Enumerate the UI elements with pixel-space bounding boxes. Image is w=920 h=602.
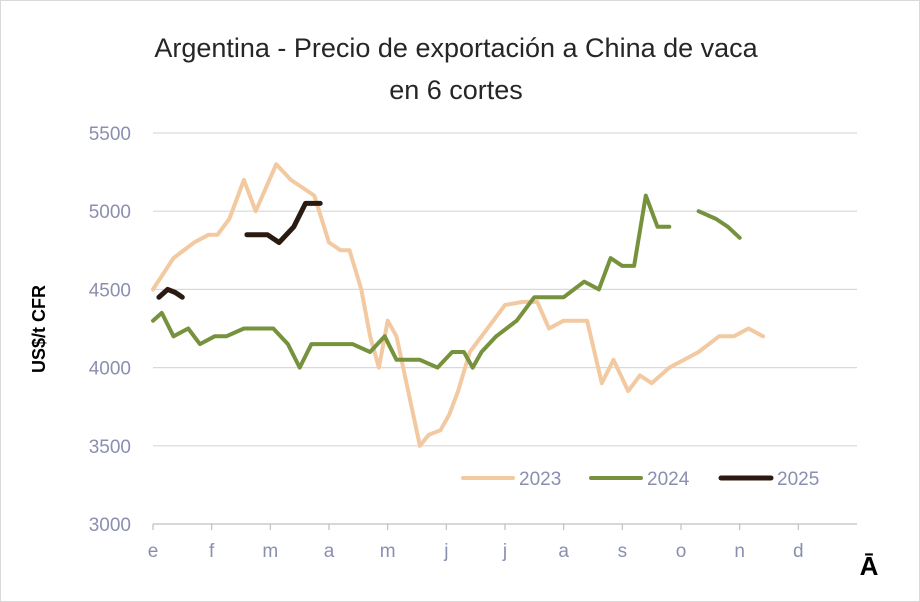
y-tick-label: 5500 xyxy=(89,124,131,145)
x-tick-label: j xyxy=(443,541,448,562)
y-axis-label: US$/t CFR xyxy=(29,285,49,373)
x-tick-label: j xyxy=(502,541,507,562)
legend-label-2023: 2023 xyxy=(519,469,561,490)
x-tick-label: o xyxy=(676,541,687,562)
chart-title-line1: Argentina - Precio de exportación a Chin… xyxy=(154,33,758,63)
x-tick-label: n xyxy=(734,541,745,562)
x-tick-label: a xyxy=(324,541,335,562)
series-lines xyxy=(151,162,766,448)
legend: 2023 2024 2025 xyxy=(461,469,819,490)
legend-label-2024: 2024 xyxy=(647,469,690,490)
x-tick-label: s xyxy=(618,541,628,562)
series-2023 xyxy=(151,162,766,448)
y-tick-label: 4000 xyxy=(89,359,131,380)
series-line-2025 xyxy=(156,286,185,300)
x-tick-label: d xyxy=(793,541,804,562)
x-tick-label: e xyxy=(148,541,159,562)
series-2025 xyxy=(156,200,323,300)
y-tick-label: 3000 xyxy=(89,515,131,536)
y-tick-label: 5000 xyxy=(89,202,131,223)
series-line-2025 xyxy=(244,200,323,245)
series-line-2024 xyxy=(151,193,672,370)
series-line-2024 xyxy=(696,209,742,240)
series-line-2023 xyxy=(151,162,766,448)
y-tick-label: 3500 xyxy=(89,437,131,458)
y-tick-label: 4500 xyxy=(89,280,131,301)
y-tick-labels: 3000 3500 4000 4500 5000 5500 xyxy=(89,124,131,536)
x-tick-label: f xyxy=(209,541,215,562)
chart-title-line2: en 6 cortes xyxy=(389,75,523,105)
x-tick-label: m xyxy=(262,541,278,562)
legend-label-2025: 2025 xyxy=(777,469,819,490)
x-tick-label: m xyxy=(380,541,396,562)
x-tick-label: a xyxy=(558,541,569,562)
series-2024 xyxy=(151,193,742,370)
corner-label: Ā xyxy=(860,551,879,581)
